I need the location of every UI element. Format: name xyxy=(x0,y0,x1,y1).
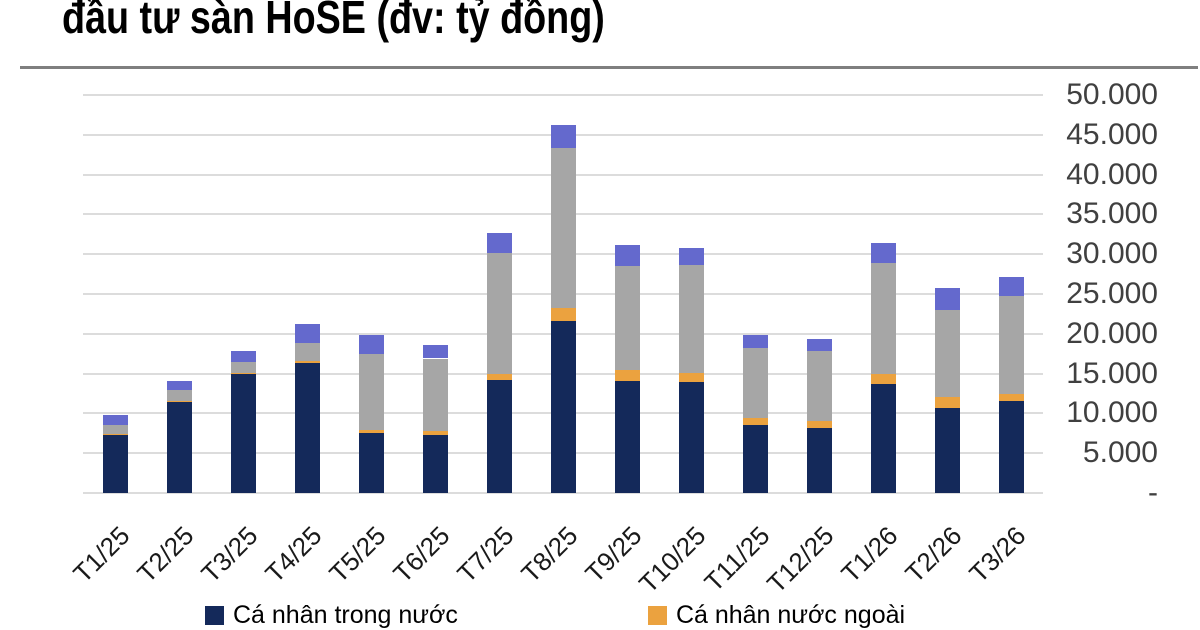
bar-segment xyxy=(678,372,704,383)
bar-segment xyxy=(550,147,576,309)
bar-segment xyxy=(870,374,896,384)
bar-segment xyxy=(870,243,896,263)
bar-segment xyxy=(998,400,1024,493)
legend-swatch-navy-icon xyxy=(205,606,224,625)
bar-segment xyxy=(742,335,768,349)
bar-segment xyxy=(422,434,448,493)
bar-segment xyxy=(486,252,512,375)
bar-segment xyxy=(422,358,448,431)
bar-segment xyxy=(998,296,1024,394)
bar-segment xyxy=(614,370,640,381)
bar-segment xyxy=(166,400,192,402)
bar-segment xyxy=(422,344,448,359)
y-axis-tick-label: 20.000 xyxy=(1066,316,1158,350)
y-axis-tick-label: 5.000 xyxy=(1082,436,1158,470)
bar-segment xyxy=(550,125,576,148)
bar-segment xyxy=(230,373,256,493)
y-axis-tick-label: 30.000 xyxy=(1066,237,1158,271)
y-axis-tick-label: - xyxy=(1148,476,1158,509)
bar-segment xyxy=(230,372,256,374)
y-axis-tick-label: 50.000 xyxy=(1066,78,1158,111)
bar-segment xyxy=(358,353,384,431)
bar-segment xyxy=(102,425,128,435)
legend-label: Cá nhân trong nước xyxy=(233,601,458,629)
bar-segment xyxy=(678,382,704,493)
bar-segment xyxy=(294,360,320,364)
bar-segment xyxy=(102,434,128,493)
bar-segment xyxy=(422,430,448,435)
bar-segment xyxy=(870,383,896,493)
bar-segment xyxy=(742,424,768,493)
bar-segment xyxy=(742,418,768,425)
y-axis-tick-label: 10.000 xyxy=(1066,396,1158,430)
y-axis-tick-label: 15.000 xyxy=(1066,356,1158,390)
bar-segment xyxy=(294,363,320,493)
plot-area xyxy=(83,94,1043,494)
bar-segment xyxy=(358,430,384,434)
legend-item-ca-nhan-nuoc-ngoai: Cá nhân nước ngoài xyxy=(647,601,906,630)
gridline xyxy=(83,492,1043,494)
bar-segment xyxy=(678,247,704,266)
bar-segment xyxy=(614,266,640,371)
bar-segment xyxy=(998,277,1024,297)
y-axis-tick-label: 40.000 xyxy=(1066,157,1158,191)
legend: Cá nhân trong nước Cá nhân nước ngoài xyxy=(205,601,905,630)
legend-label: Cá nhân nước ngoài xyxy=(675,601,906,629)
title-divider xyxy=(20,66,1198,69)
bar-segment xyxy=(294,324,320,344)
legend-item-ca-nhan-trong-nuoc: Cá nhân trong nước xyxy=(205,601,458,630)
bar-segment xyxy=(166,390,192,401)
bar-segment xyxy=(550,321,576,493)
bar-segment xyxy=(742,348,768,419)
bar-segment xyxy=(166,401,192,493)
bar-segment xyxy=(998,393,1024,401)
bar-segment xyxy=(806,420,832,428)
bar-segment xyxy=(166,380,192,391)
bar-segment xyxy=(934,309,960,398)
bar-segment xyxy=(486,374,512,380)
y-axis-tick-label: 35.000 xyxy=(1066,197,1158,231)
bar-segment xyxy=(102,415,128,426)
y-axis-tick-label: 45.000 xyxy=(1066,117,1158,151)
bar-segment xyxy=(358,335,384,354)
bar-segment xyxy=(614,380,640,493)
bar-segment xyxy=(806,351,832,421)
bar-segment xyxy=(230,362,256,373)
bar-segment xyxy=(614,245,640,267)
y-axis-tick-label: 25.000 xyxy=(1066,277,1158,310)
bar-segment xyxy=(486,232,512,253)
bar-segment xyxy=(102,434,128,435)
bar-segment xyxy=(550,308,576,322)
bar-segment xyxy=(934,288,960,310)
bar-segment xyxy=(486,379,512,493)
gridline xyxy=(83,94,1043,96)
bar-segment xyxy=(358,433,384,493)
bar-segment xyxy=(934,397,960,408)
bar-segment xyxy=(870,262,896,375)
bar-segment xyxy=(806,339,832,352)
legend-swatch-orange-icon xyxy=(647,606,667,625)
bar-segment xyxy=(678,265,704,373)
bar-segment xyxy=(230,350,256,363)
bar-segment xyxy=(934,407,960,493)
bar-segment xyxy=(806,427,832,493)
chart-title: đầu tư sàn HoSE (đv: tỷ đồng) xyxy=(62,0,605,43)
bar-segment xyxy=(294,343,320,361)
